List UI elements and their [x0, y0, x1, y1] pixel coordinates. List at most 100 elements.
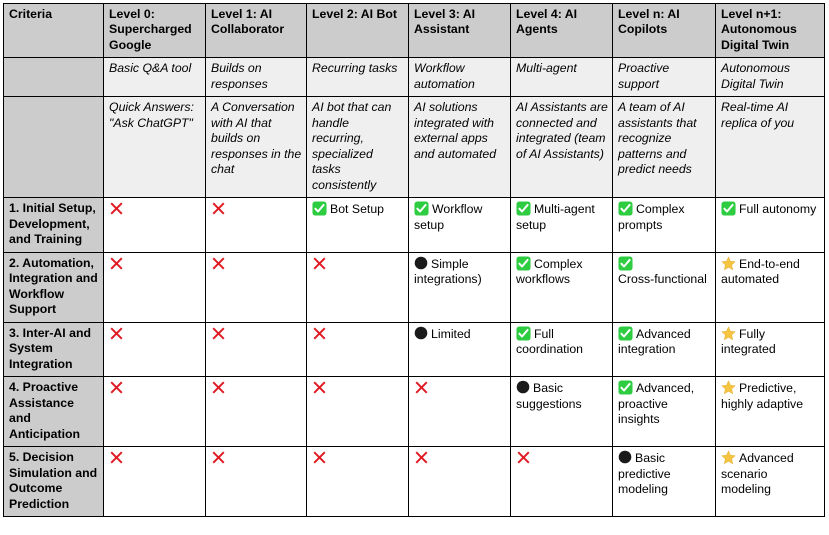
cell-label: Predictive, highly adaptive — [721, 381, 804, 411]
matrix-cell: Basic suggestions — [510, 376, 613, 448]
description-level1: A Conversation with AI that builds on re… — [205, 96, 307, 199]
table-row: 5. Decision Simulation and Outcome Predi… — [3, 446, 825, 518]
tagline-level2: Recurring tasks — [306, 57, 409, 98]
cell-label: Advanced scenario modeling — [721, 451, 794, 497]
header-level2: Level 2: AI Bot — [306, 2, 409, 59]
table-row: 3. Inter-AI and System Integration Limite… — [3, 321, 825, 378]
header-criteria: Criteria — [3, 2, 104, 59]
matrix-cell: Full coordination — [510, 321, 613, 378]
cell-label: Full autonomy — [739, 202, 817, 217]
matrix-cell: Advanced, proactive insights — [612, 376, 716, 448]
cell-label: Simple integrations) — [414, 256, 482, 287]
cell-label: Limited — [431, 326, 471, 341]
green-check-icon — [414, 201, 429, 216]
red-x-icon — [109, 256, 124, 271]
green-check-icon — [721, 201, 736, 216]
matrix-data-rows: 1. Initial Setup, Development, and Train… — [3, 197, 825, 518]
matrix-cell — [306, 251, 409, 323]
tagline-leveln1: Autonomous Digital Twin — [715, 57, 825, 98]
header-row-taglines: Basic Q&A tool Builds on responses Recur… — [3, 57, 825, 98]
cell-label: Full coordination — [516, 326, 583, 357]
green-check-icon — [516, 256, 531, 271]
red-x-icon — [109, 380, 124, 395]
matrix-cell: End-to-end automated — [715, 251, 825, 323]
matrix-cell — [103, 376, 206, 448]
matrix-cell — [205, 197, 307, 253]
description-level0: Quick Answers: "Ask ChatGPT" — [103, 96, 206, 199]
tagline-level1: Builds on responses — [205, 57, 307, 98]
matrix-cell — [510, 446, 613, 518]
matrix-cell: Simple integrations) — [408, 251, 511, 323]
matrix-cell: Fully integrated — [715, 321, 825, 378]
matrix-cell: Complex prompts — [612, 197, 716, 253]
description-level2: AI bot that can handle recurring, specia… — [306, 96, 409, 199]
table-row: 4. Proactive Assistance and Anticipation… — [3, 376, 825, 448]
cell-label: Complex prompts — [618, 202, 685, 232]
matrix-cell: Full autonomy — [715, 197, 825, 253]
table-row: 2. Automation, Integration and Workflow … — [3, 251, 825, 323]
header-level0: Level 0: Supercharged Google — [103, 2, 206, 59]
matrix-cell — [408, 376, 511, 448]
green-check-icon — [618, 326, 633, 341]
matrix-cell — [103, 197, 206, 253]
header-row-titles: Criteria Level 0: Supercharged Google Le… — [3, 2, 825, 59]
cell-label: Multi-agent setup — [516, 202, 595, 232]
green-check-icon — [618, 201, 633, 216]
red-x-icon — [312, 450, 327, 465]
description-leveln1: Real-time AI replica of you — [715, 96, 825, 199]
header-level3: Level 3: AI Assistant — [408, 2, 511, 59]
gold-star-icon — [721, 256, 736, 271]
header-row-descriptions: Quick Answers: "Ask ChatGPT" A Conversat… — [3, 96, 825, 199]
red-x-icon — [109, 450, 124, 465]
row-label: 1. Initial Setup, Development, and Train… — [3, 197, 104, 253]
description-level4: AI Assistants are connected and integrat… — [510, 96, 613, 199]
matrix-cell — [306, 321, 409, 378]
red-x-icon — [109, 201, 124, 216]
matrix-cell — [205, 446, 307, 518]
description-level3: AI solutions integrated with external ap… — [408, 96, 511, 199]
green-check-icon — [312, 201, 327, 216]
row-label: 5. Decision Simulation and Outcome Predi… — [3, 446, 104, 518]
cell-label: Cross-functional — [618, 272, 707, 287]
red-x-icon — [211, 201, 226, 216]
cell-label: Basic suggestions — [516, 381, 582, 411]
matrix-cell: Limited — [408, 321, 511, 378]
header-level4: Level 4: AI Agents — [510, 2, 613, 59]
gold-star-icon — [721, 326, 736, 341]
red-x-icon — [211, 380, 226, 395]
gold-star-icon — [721, 380, 736, 395]
cell-label: Basic predictive modeling — [618, 451, 671, 497]
matrix-cell: Workflow setup — [408, 197, 511, 253]
matrix-cell: Bot Setup — [306, 197, 409, 253]
comparison-matrix-sheet: Criteria Level 0: Supercharged Google Le… — [3, 2, 825, 518]
tagline-level3: Workflow automation — [408, 57, 511, 98]
red-x-icon — [516, 450, 531, 465]
ai-maturity-matrix-table: Criteria Level 0: Supercharged Google Le… — [3, 2, 825, 518]
red-x-icon — [312, 256, 327, 271]
cell-label: End-to-end automated — [721, 256, 800, 287]
red-x-icon — [211, 450, 226, 465]
cell-label: Workflow setup — [414, 202, 483, 232]
green-check-icon — [618, 380, 633, 395]
black-circle-icon — [414, 326, 428, 340]
matrix-body: Criteria Level 0: Supercharged Google Le… — [3, 2, 825, 199]
cell-label: Fully integrated — [721, 326, 776, 357]
matrix-cell — [306, 446, 409, 518]
cell-label: Advanced, proactive insights — [618, 381, 695, 427]
matrix-cell: Advanced scenario modeling — [715, 446, 825, 518]
red-x-icon — [109, 326, 124, 341]
matrix-cell — [103, 321, 206, 378]
red-x-icon — [211, 256, 226, 271]
matrix-cell: Multi-agent setup — [510, 197, 613, 253]
black-circle-icon — [414, 256, 428, 270]
gold-star-icon — [721, 450, 736, 465]
black-circle-icon — [618, 450, 632, 464]
tagline-leveln: Proactive support — [612, 57, 716, 98]
table-row: 1. Initial Setup, Development, and Train… — [3, 197, 825, 253]
matrix-cell — [103, 251, 206, 323]
black-circle-icon — [516, 380, 530, 394]
cell-label: Advanced integration — [618, 326, 691, 357]
matrix-cell — [205, 321, 307, 378]
matrix-cell — [205, 376, 307, 448]
red-x-icon — [414, 450, 429, 465]
